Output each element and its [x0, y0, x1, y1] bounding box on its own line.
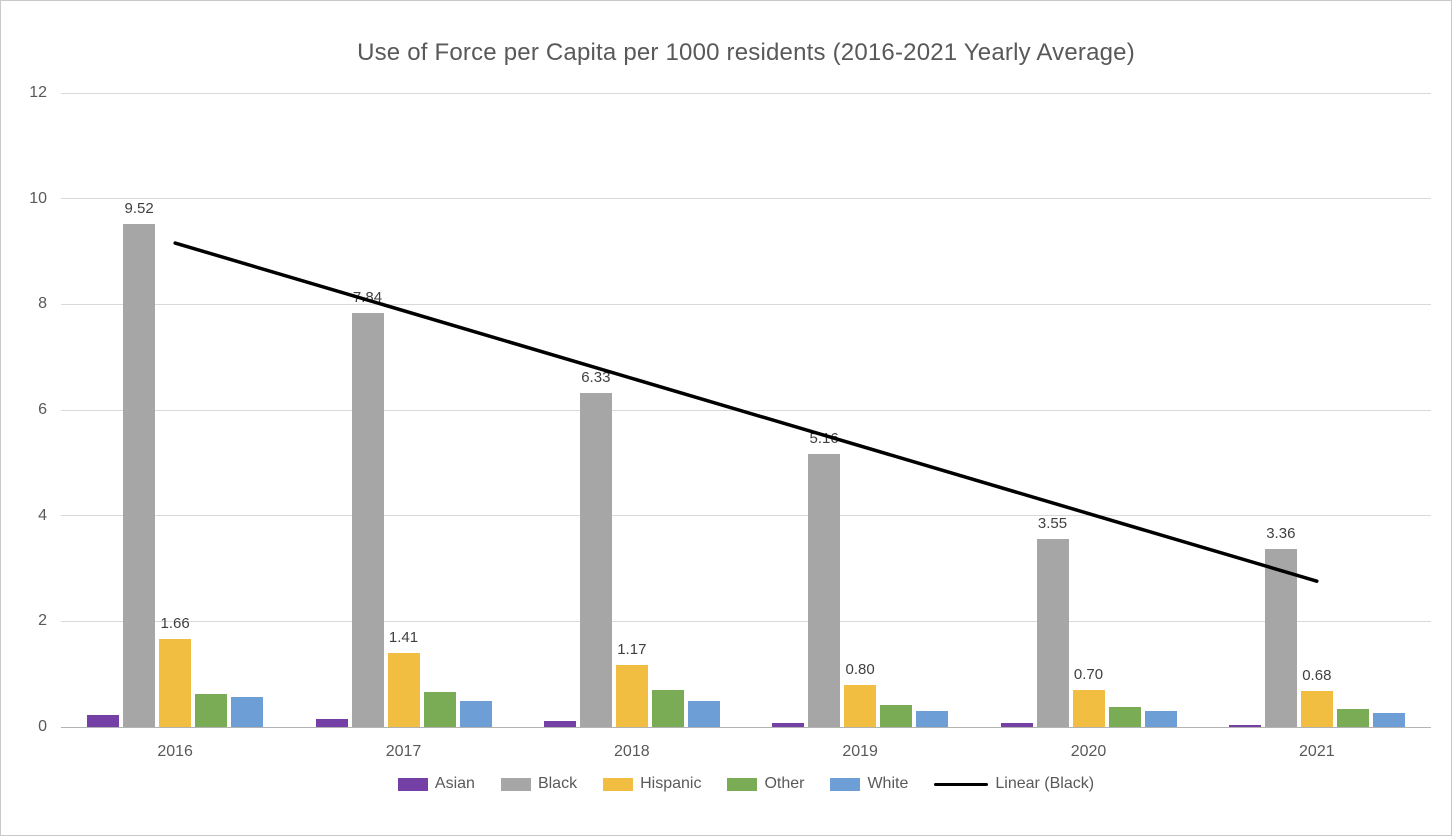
- legend-item-black: Black: [500, 775, 578, 793]
- x-axis-category-label: 2020: [1070, 743, 1107, 760]
- bar-asian-2020: [1000, 723, 1033, 727]
- legend-item-label: Linear (Black): [995, 775, 1095, 792]
- gridline-y-12: [61, 92, 1431, 94]
- legend-item-asian: Asian: [397, 775, 475, 793]
- bar-black-2020: [1036, 539, 1069, 727]
- x-axis-category-label: 2018: [614, 743, 650, 760]
- legend-item-label: Hispanic: [640, 775, 702, 792]
- legend-line-swatch-linear-black-: [934, 782, 989, 786]
- legend-item-hispanic: Hispanic: [603, 775, 701, 793]
- bar-white-2019: [916, 710, 949, 727]
- bar-hispanic-2017: [387, 652, 420, 727]
- bar-black-2018: [579, 392, 612, 727]
- y-axis-tick-label: 4: [38, 506, 47, 524]
- legend-item-other: Other: [727, 775, 804, 793]
- y-axis-tick-label: 12: [29, 84, 47, 101]
- bar-other-2019: [880, 705, 913, 727]
- bar-other-2021: [1336, 708, 1369, 727]
- bar-value-label-hispanic-2017: 1.41: [388, 628, 419, 646]
- x-axis-category-label: 2016: [157, 743, 193, 760]
- bar-asian-2018: [543, 721, 576, 727]
- bar-hispanic-2019: [844, 684, 877, 727]
- bar-other-2018: [651, 690, 684, 727]
- bar-black-2021: [1264, 549, 1297, 727]
- gridline-y-10: [61, 198, 1431, 200]
- bar-other-2016: [195, 693, 228, 727]
- bar-value-label-black-2020: 3.55: [1037, 515, 1068, 533]
- bar-other-2017: [423, 691, 456, 727]
- bar-black-2016: [123, 224, 156, 727]
- x-axis-category-label: 2019: [842, 743, 878, 760]
- bar-value-label-black-2016: 9.52: [124, 200, 154, 218]
- bar-white-2016: [231, 696, 264, 727]
- y-axis-tick-label: 2: [38, 612, 47, 630]
- gridline-y-6: [61, 409, 1431, 411]
- x-axis-category-label: 2017: [385, 743, 422, 760]
- gridline-y-4: [61, 515, 1431, 517]
- bar-asian-2021: [1228, 724, 1261, 727]
- bar-value-label-hispanic-2021: 0.68: [1302, 667, 1332, 685]
- bar-hispanic-2018: [615, 665, 648, 727]
- bar-white-2020: [1144, 711, 1177, 727]
- bar-asian-2019: [772, 723, 805, 727]
- legend-item-white: White: [830, 775, 908, 793]
- y-axis-tick-label: 6: [38, 401, 47, 418]
- legend-item-label: White: [867, 775, 909, 792]
- legend-swatch-asian: [397, 777, 428, 791]
- bar-hispanic-2021: [1300, 691, 1333, 727]
- bar-hispanic-2016: [159, 639, 192, 727]
- y-axis-tick-label: 8: [38, 295, 47, 313]
- trendline-linear-black-: [173, 241, 1319, 583]
- x-axis-category-label: 2021: [1299, 743, 1335, 760]
- y-axis-tick-label: 10: [29, 189, 47, 207]
- bar-value-label-hispanic-2016: 1.66: [160, 615, 190, 633]
- gridline-y-0: [61, 726, 1431, 728]
- bar-other-2020: [1108, 707, 1141, 727]
- bar-asian-2016: [87, 715, 120, 727]
- bar-white-2017: [459, 701, 492, 727]
- bar-black-2017: [351, 312, 384, 727]
- bar-white-2021: [1372, 712, 1405, 727]
- legend-swatch-black: [500, 777, 531, 791]
- bar-value-label-hispanic-2019: 0.80: [845, 660, 875, 678]
- bar-white-2018: [687, 701, 720, 727]
- legend-item-linear-black-: Linear (Black): [934, 775, 1094, 793]
- gridline-y-2: [61, 620, 1431, 622]
- bar-value-label-black-2018: 6.33: [581, 368, 611, 386]
- bar-value-label-hispanic-2018: 1.17: [617, 641, 647, 659]
- bar-asian-2017: [315, 718, 348, 727]
- legend-swatch-other: [727, 777, 758, 791]
- legend: Asian Black Hispanic Other White Linear (Blac…: [61, 772, 1431, 796]
- legend-item-label: Other: [764, 775, 805, 792]
- bar-black-2019: [808, 454, 841, 727]
- chart-title: Use of Force per Capita per 1000 residen…: [357, 39, 1135, 66]
- y-axis-tick-label: 0: [38, 718, 47, 735]
- legend-item-label: Black: [537, 775, 578, 792]
- legend-swatch-hispanic: [603, 777, 634, 791]
- legend-item-label: Asian: [434, 775, 475, 792]
- bar-value-label-black-2021: 3.36: [1266, 525, 1296, 543]
- gridline-y-8: [61, 303, 1431, 305]
- bar-hispanic-2020: [1072, 690, 1105, 727]
- bar-value-label-hispanic-2020: 0.70: [1073, 666, 1104, 684]
- legend-swatch-white: [830, 777, 861, 791]
